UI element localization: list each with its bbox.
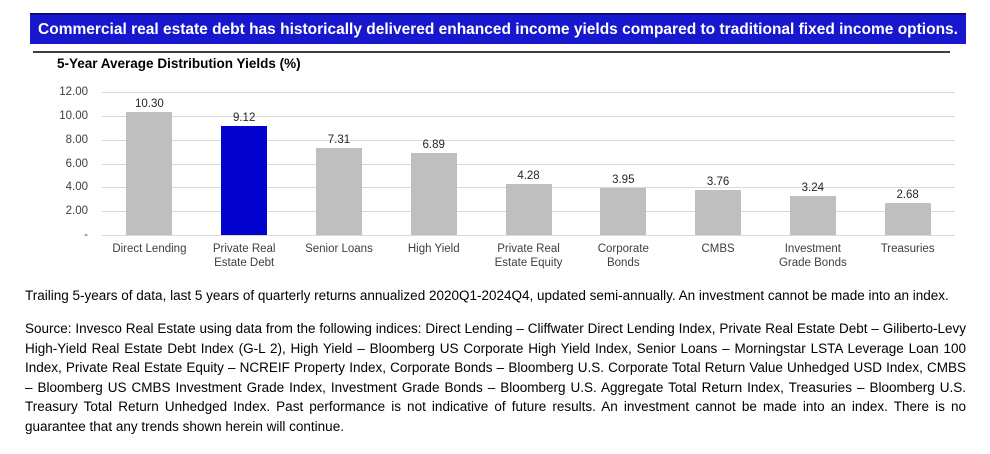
bar-value-label: 4.28 [517, 170, 540, 182]
bars-row: 10.30 9.12 7.31 6.89 4.28 3.95 3.76 3.24 2.68 [102, 92, 955, 235]
bar [410, 152, 457, 235]
headline-banner: Commercial real estate debt has historic… [30, 13, 966, 44]
chart-title: 5-Year Average Distribution Yields (%) [57, 56, 301, 71]
bar-group: 4.28 [481, 92, 576, 235]
bar-chart: 10.30 9.12 7.31 6.89 4.28 3.95 3.76 3.24 2.68 12… [40, 86, 955, 270]
bar [884, 203, 931, 235]
bar-group: 6.89 [386, 92, 481, 235]
category-label: CMBS [701, 243, 735, 255]
bar [221, 126, 268, 235]
category-label: Senior Loans [305, 243, 373, 255]
bar [600, 187, 647, 235]
y-axis-tick: 6.00 [65, 157, 88, 170]
gridline [102, 92, 955, 93]
bar-group: 9.12 [197, 92, 292, 235]
bar-group: 3.95 [576, 92, 671, 235]
bar-value-label: 10.30 [135, 98, 164, 111]
category-label: Investment Grade Bonds [778, 243, 847, 269]
category-label: Direct Lending [112, 243, 187, 255]
bar-value-label: 7.31 [327, 133, 351, 146]
bar-group: 3.24 [765, 92, 860, 235]
bar [695, 190, 742, 235]
headline-text: Commercial real estate debt has historic… [38, 20, 958, 38]
bar [315, 147, 362, 235]
bar [505, 184, 552, 235]
bar-group: 7.31 [292, 92, 387, 235]
bar-value-label: 3.95 [612, 173, 635, 186]
y-axis-tick: 12.00 [59, 86, 88, 98]
category-label: Treasuries [880, 243, 935, 255]
bar-value-label: 6.89 [422, 138, 445, 151]
gridline [102, 163, 955, 165]
x-axis-labels: Direct Lending Private Real Estate Debt Se… [102, 242, 955, 270]
category-label: Corporate Bonds [597, 243, 649, 269]
plot-area: 10.30 9.12 7.31 6.89 4.28 3.95 3.76 3.24 2.68 12… [59, 86, 955, 241]
bar-value-label: 3.76 [706, 176, 730, 189]
bar-value-label: 2.68 [896, 189, 919, 202]
y-axis-tick: 10.00 [59, 109, 88, 122]
footnote-trailing: Trailing 5-years of data, last 5 years o… [25, 288, 949, 303]
category-label: Private Real Estate Debt [212, 243, 276, 269]
bar-group: 10.30 [102, 92, 197, 235]
bar-value-label: 9.12 [232, 112, 256, 125]
bar [126, 112, 173, 235]
category-label: High Yield [407, 243, 460, 255]
bar-group: 2.68 [860, 92, 955, 235]
bar-value-label: 3.24 [801, 182, 825, 195]
gridline [102, 235, 955, 236]
y-axis-tick: 2.00 [65, 205, 88, 218]
bar [789, 196, 836, 235]
category-label: Private Real Estate Equity [494, 243, 563, 269]
gridline [102, 139, 955, 141]
gridline [102, 115, 955, 117]
y-axis-tick: 8.00 [65, 133, 88, 146]
y-axis-tick: 4.00 [65, 181, 88, 194]
footnote-source: Source: Invesco Real Estate using data f… [25, 321, 966, 434]
y-axis-tick: - [84, 229, 88, 241]
banner-underline [33, 51, 950, 53]
bar-group: 3.76 [671, 92, 766, 235]
